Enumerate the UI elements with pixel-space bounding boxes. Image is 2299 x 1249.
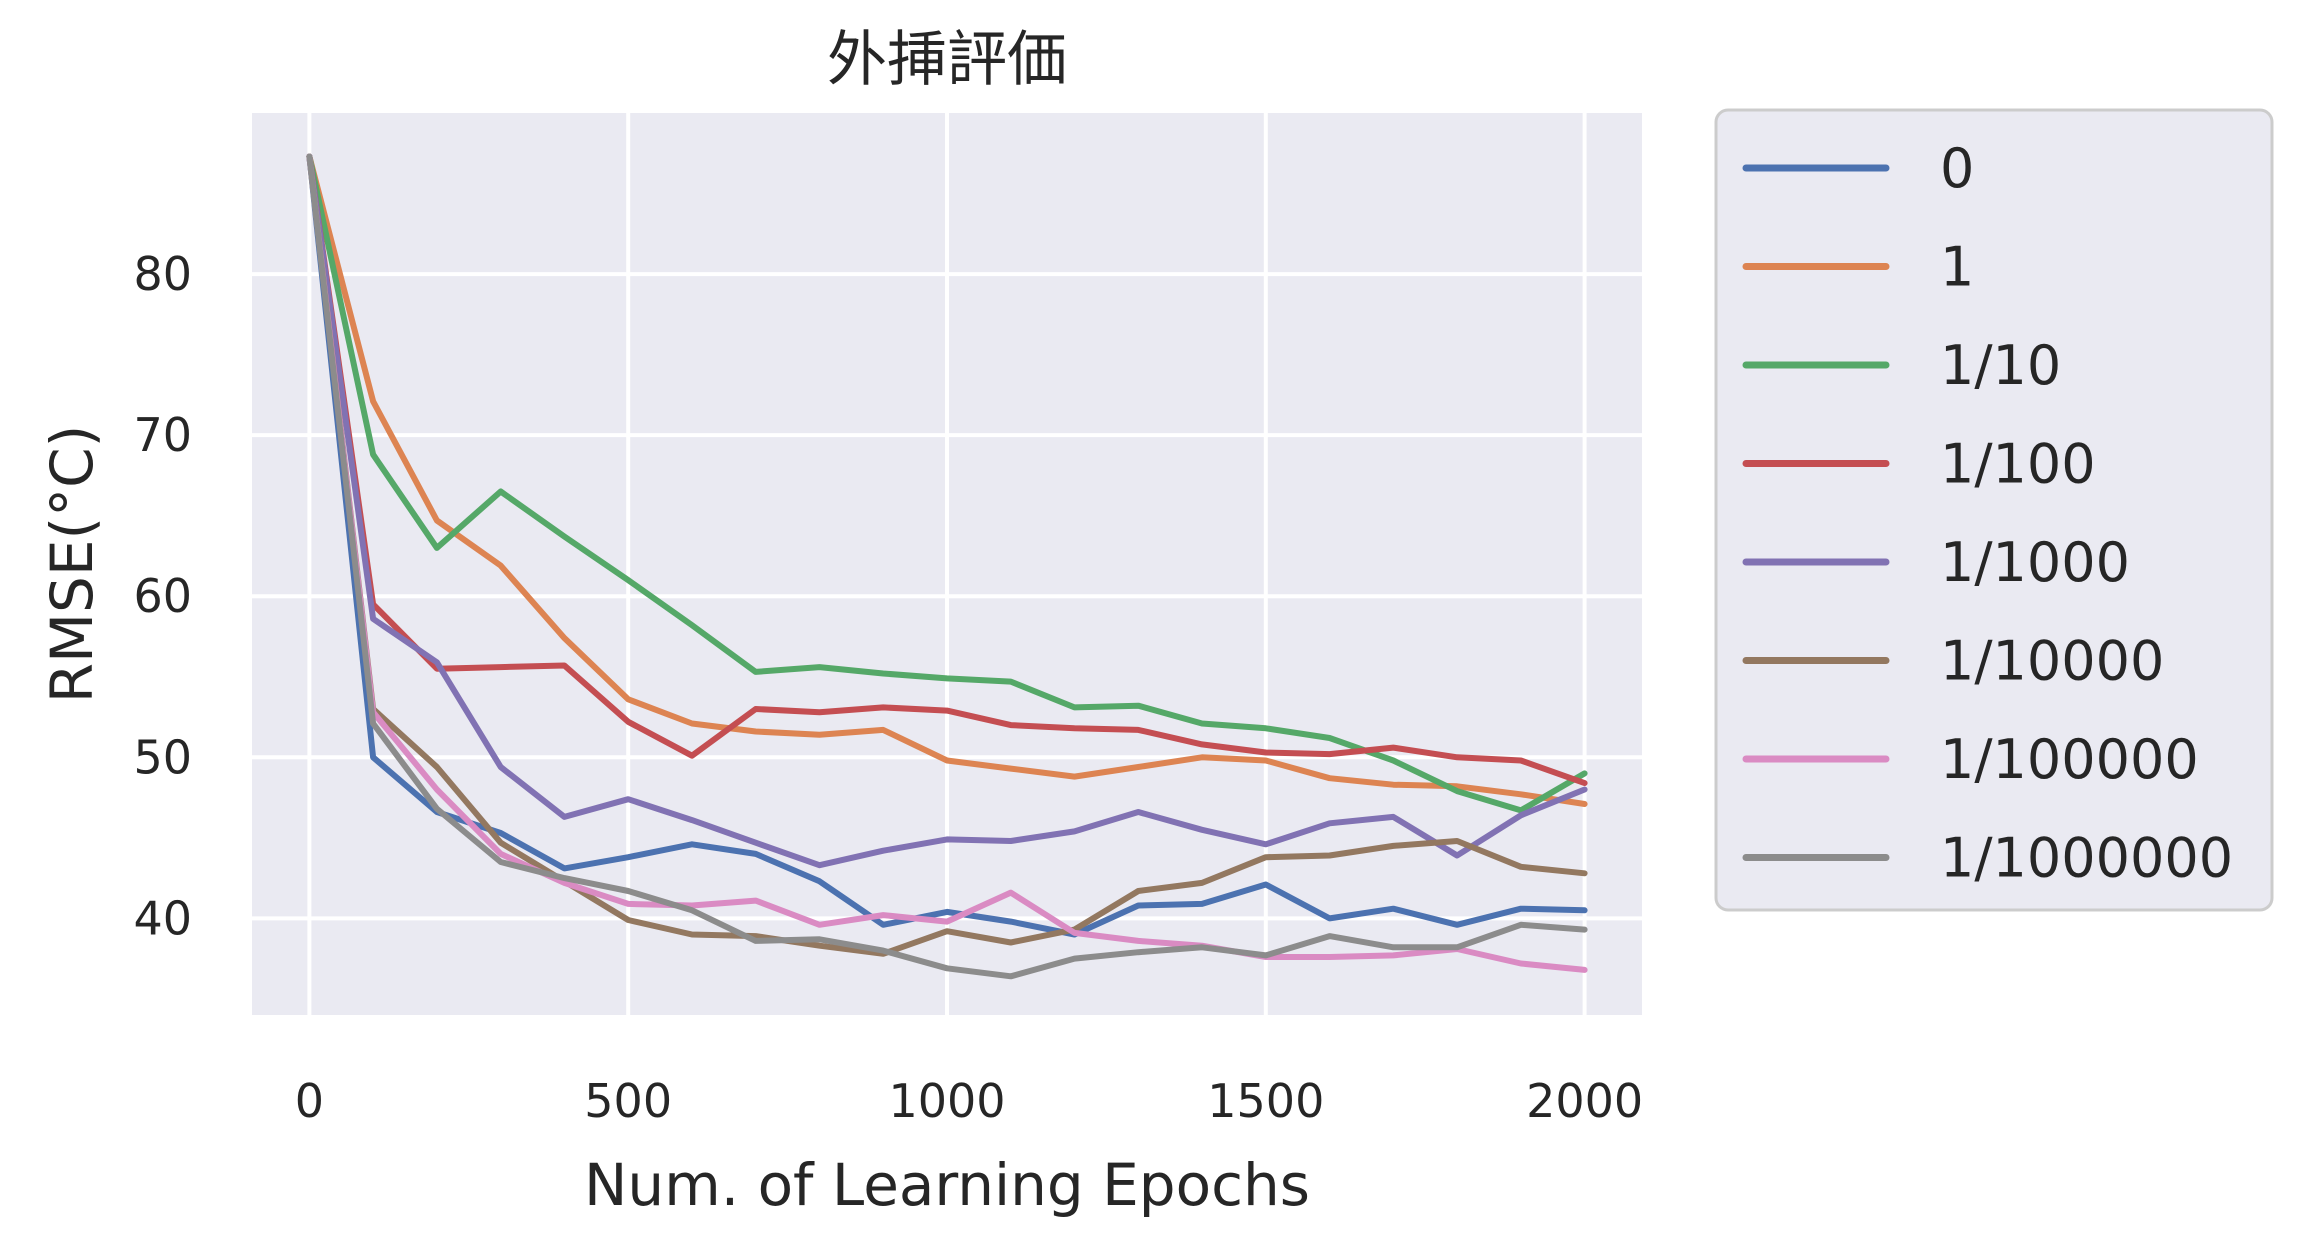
y-tick-label: 70	[133, 408, 192, 462]
y-tick-label: 60	[133, 569, 192, 623]
y-tick-labels: 40 50 60 70 80	[133, 247, 192, 945]
legend-label-5: 1/10000	[1940, 630, 2164, 693]
x-tick-label: 1500	[1207, 1074, 1324, 1128]
legend-box	[1714, 108, 2274, 912]
x-tick-labels: 0 500 1000 1500 2000	[295, 1074, 1643, 1128]
series-lines	[306, 153, 1588, 980]
series-line-3	[306, 153, 1588, 787]
chart-title: 外挿評価	[827, 25, 1067, 95]
series-line-5	[306, 153, 1588, 957]
series-line-1	[306, 153, 1588, 807]
y-tick-label: 40	[133, 891, 192, 945]
legend-label-0: 0	[1940, 137, 1974, 200]
legend-label-1: 1	[1940, 236, 1974, 299]
x-tick-label: 500	[584, 1074, 672, 1128]
series-line-6	[306, 153, 1588, 973]
series-line-4	[306, 153, 1588, 869]
x-tick-label: 1000	[888, 1074, 1005, 1128]
y-tick-label: 50	[133, 730, 192, 784]
legend-label-7: 1/1000000	[1940, 827, 2233, 890]
series-line-0	[306, 153, 1588, 938]
legend: 0 1 1/10 1/100 1/1000 1/10000 1/100000 1/100000…	[1714, 108, 2274, 912]
legend-label-2: 1/10	[1940, 334, 2061, 397]
y-tick-label: 80	[133, 247, 192, 301]
x-tick-label: 0	[295, 1074, 324, 1128]
x-axis-label: Num. of Learning Epochs	[584, 1151, 1310, 1219]
legend-label-3: 1/100	[1940, 433, 2096, 496]
legend-label-6: 1/100000	[1940, 728, 2199, 791]
y-axis-label: RMSE(°C)	[38, 425, 106, 704]
x-tick-label: 2000	[1526, 1074, 1643, 1128]
series-line-7	[306, 153, 1588, 980]
legend-label-4: 1/1000	[1940, 531, 2130, 594]
series-line-2	[306, 153, 1588, 814]
